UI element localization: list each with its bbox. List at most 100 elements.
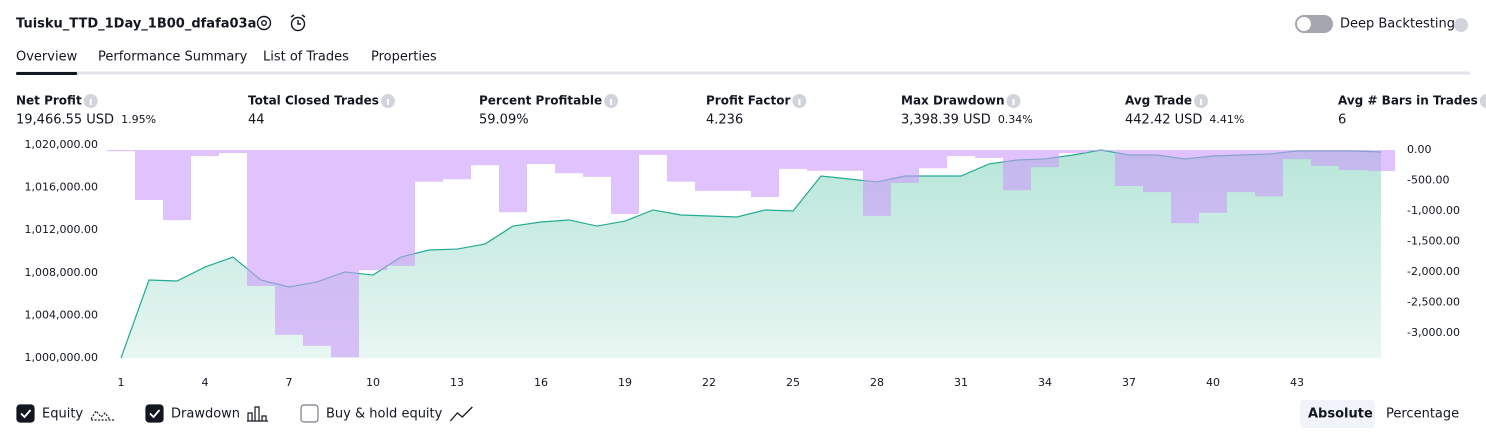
- drawdown-bar: [331, 150, 359, 358]
- tab[interactable]: List of Trades: [263, 50, 349, 65]
- drawdown-bar: [1227, 150, 1255, 193]
- x-tick-label: 37: [1122, 376, 1136, 389]
- info-icon[interactable]: [1479, 94, 1486, 108]
- x-tick-label: 31: [954, 376, 968, 389]
- legend-label: Buy & hold equity: [326, 407, 443, 422]
- y-tick-label: 1,004,000.00: [25, 308, 98, 321]
- help-icon[interactable]: [1454, 18, 1468, 32]
- drawdown-bar: [443, 150, 471, 180]
- drawdown-bar: [667, 150, 695, 182]
- drawdown-bar: [863, 150, 891, 216]
- equity-area: [121, 150, 1381, 358]
- drawdown-bar: [219, 150, 247, 154]
- drawdown-bar: [779, 150, 807, 169]
- chart-legend: Equity Drawdown Buy & hold equity Absolute P…: [16, 400, 1459, 428]
- drawdown-bar: [723, 150, 751, 191]
- legend-icon: [90, 409, 116, 421]
- drawdown-bar: [611, 150, 639, 215]
- drawdown-bar: [303, 150, 331, 346]
- x-tick-label: 28: [870, 376, 884, 389]
- metric-value: 6: [1338, 113, 1346, 128]
- drawdown-bar: [1255, 150, 1283, 197]
- metric-label: Total Closed Trades: [248, 94, 379, 108]
- x-tick-label: 4: [202, 376, 209, 389]
- metric-label: Net Profit: [16, 94, 82, 108]
- metric-label: Percent Profitable: [479, 94, 602, 108]
- y2-tick-label: -1,500.00: [1407, 234, 1460, 247]
- metric-label: Profit Factor: [706, 94, 790, 108]
- info-icon-glyph: [89, 99, 92, 105]
- y2-tick-label: -500.00: [1407, 174, 1449, 187]
- x-tick-label: 43: [1290, 376, 1304, 389]
- drawdown-bar: [975, 150, 1003, 158]
- checkbox[interactable]: [300, 404, 319, 423]
- info-icon-glyph: [798, 99, 801, 105]
- scale-button[interactable]: Absolute: [1308, 407, 1373, 422]
- drawdown-bar: [1339, 150, 1367, 171]
- checkbox[interactable]: [16, 404, 35, 423]
- drawdown-bar: [415, 150, 443, 182]
- tab-bar: Overview Performance Summary List of Trade…: [16, 50, 437, 75]
- checkbox[interactable]: [145, 404, 164, 423]
- scale-button-active[interactable]: [1300, 400, 1375, 428]
- x-tick-label: 1: [118, 376, 125, 389]
- info-icon-glyph: [1012, 99, 1015, 105]
- metric-value: 44: [248, 113, 265, 128]
- drawdown-bar: [751, 150, 779, 197]
- tab[interactable]: Overview: [16, 50, 78, 65]
- y2-tick-label: -2,500.00: [1407, 295, 1460, 308]
- y-tick-label: 1,020,000.00: [25, 138, 98, 151]
- legend-label: Drawdown: [171, 407, 240, 422]
- legend-label: Equity: [42, 407, 83, 422]
- x-tick-label: 34: [1038, 376, 1052, 389]
- drawdown-bar: [107, 150, 135, 152]
- drawdown-bar: [1059, 150, 1087, 154]
- drawdown-bar: [695, 150, 723, 191]
- drawdown-bar: [835, 150, 863, 171]
- legend-icon: [247, 406, 269, 422]
- drawdown-bar: [555, 150, 583, 174]
- x-tick-label: 10: [366, 376, 380, 389]
- metric-value: 59.09%: [479, 113, 529, 128]
- deep-backtesting-toggle[interactable]: [1295, 15, 1333, 33]
- checkmark: [149, 409, 161, 419]
- drawdown-bar: [275, 150, 303, 335]
- y2-tick-label: -2,000.00: [1407, 265, 1460, 278]
- settings-icon[interactable]: [256, 15, 272, 31]
- drawdown-bar: [1171, 150, 1199, 224]
- y-tick-label: 1,016,000.00: [25, 181, 98, 194]
- alert-icon[interactable]: [290, 14, 306, 32]
- drawdown-bar: [247, 150, 275, 287]
- y2-tick-label: -3,000.00: [1407, 326, 1460, 339]
- drawdown-bar: [1087, 150, 1115, 152]
- y-tick-label: 1,000,000.00: [25, 351, 98, 364]
- strategy-title: Tuisku_TTD_1Day_1B00_dfafa03a: [16, 17, 256, 32]
- y-tick-label: 1,008,000.00: [25, 266, 98, 279]
- active-tab-underline: [16, 72, 78, 75]
- metric-label: Max Drawdown: [901, 94, 1004, 108]
- drawdown-bar: [807, 150, 835, 171]
- equity-chart: 1,000,000.00 1,004,000.00 1,008,000.00 1,01…: [25, 138, 1460, 389]
- scale-button[interactable]: Percentage: [1386, 407, 1459, 422]
- metric-value: 4.236: [706, 113, 743, 128]
- drawdown-bar: [919, 150, 947, 169]
- drawdown-bar: [891, 150, 919, 183]
- deep-backtesting-label: Deep Backtesting: [1340, 17, 1455, 32]
- drawdown-bar: [1311, 150, 1339, 166]
- x-tick-label: 25: [786, 376, 800, 389]
- tab[interactable]: Properties: [371, 50, 437, 65]
- drawdown-bar: [1283, 150, 1311, 160]
- drawdown-bar: [1143, 150, 1171, 193]
- x-tick-label: 40: [1206, 376, 1220, 389]
- drawdown-bar: [527, 150, 555, 165]
- metric-value: 442.42 USD: [1125, 113, 1202, 128]
- x-tick-label: 13: [450, 376, 464, 389]
- drawdown-bar: [1003, 150, 1031, 191]
- x-tick-label: 16: [534, 376, 548, 389]
- drawdown-bar: [359, 150, 387, 271]
- tab[interactable]: Performance Summary: [98, 50, 248, 65]
- y2-tick-label: -1,000.00: [1407, 204, 1460, 217]
- drawdown-bar: [471, 150, 499, 166]
